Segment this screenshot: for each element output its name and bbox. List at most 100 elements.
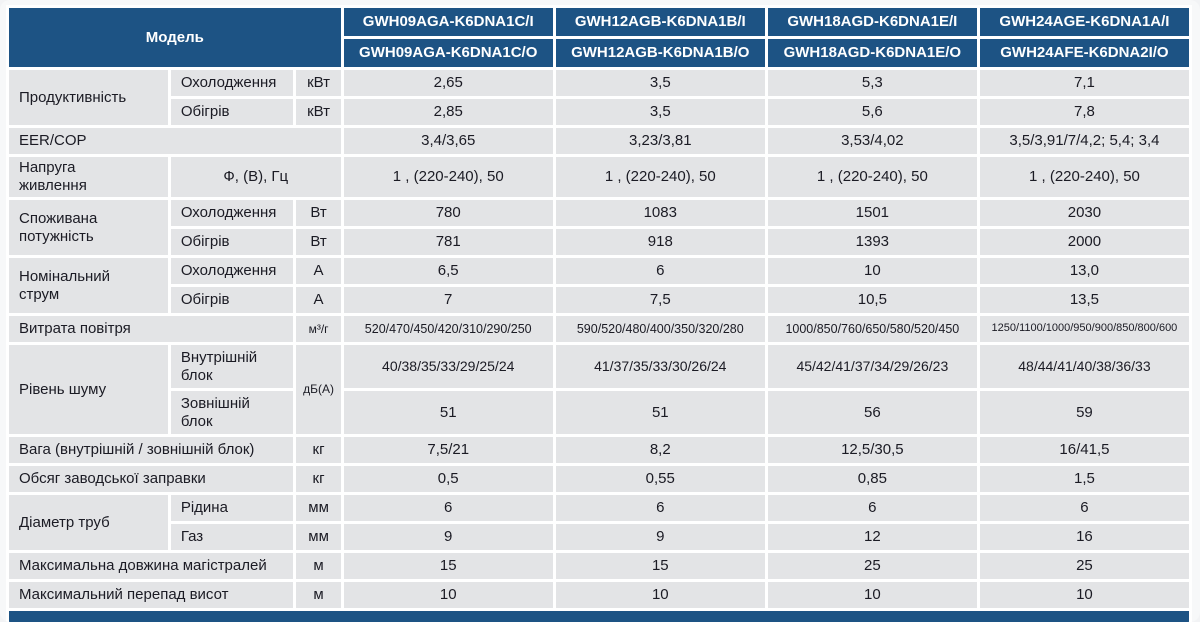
value-cell: 9 <box>343 524 553 550</box>
row-label-noise-level: Рівень шуму <box>9 345 168 434</box>
spec-table: Модель GWH09AGA-K6DNA1C/I GWH12AGB-K6DNA… <box>6 5 1192 622</box>
value-cell: 5,6 <box>767 99 977 125</box>
value-cell: 5,3 <box>767 70 977 96</box>
value-cell: 7,5 <box>555 287 765 313</box>
unit-cell: кг <box>296 466 341 492</box>
model-outdoor-4: GWH24AFE-K6DNA2I/O <box>979 39 1189 67</box>
value-cell: 3,23/3,81 <box>555 128 765 154</box>
unit-cell: кВт <box>296 99 341 125</box>
value-cell: 25 <box>767 553 977 579</box>
param-label: Охолодження <box>170 70 294 96</box>
value-cell: 6 <box>555 495 765 521</box>
table-row: Максимальна довжина магістралей м 15 15 … <box>9 553 1189 579</box>
table-header-row: GWH09AGA-K6DNA1C/O GWH12AGB-K6DNA1B/O GW… <box>9 39 1189 67</box>
param-label: Обігрів <box>170 287 294 313</box>
value-cell: 41/37/35/33/30/26/24 <box>555 345 765 388</box>
row-label-power-supply: Напруга живлення <box>9 157 168 197</box>
table-row: Продуктивність Охолодження кВт 2,65 3,5 … <box>9 70 1189 125</box>
table-row: Обігрів А 7 7,5 10,5 13,5 <box>9 287 1189 313</box>
value-cell: 3,5 <box>555 70 765 96</box>
value-cell: 9 <box>555 524 765 550</box>
value-cell: 13,5 <box>979 287 1189 313</box>
param-label: Внутрішній блок <box>170 345 294 388</box>
value-cell: 15 <box>343 553 553 579</box>
unit-cell: Ф, (В), Гц <box>170 157 341 197</box>
value-cell: 0,55 <box>555 466 765 492</box>
value-cell: 918 <box>555 229 765 255</box>
table-row: Споживана потужність Охолодження Вт 780 … <box>9 200 1189 255</box>
model-indoor-2: GWH12AGB-K6DNA1B/I <box>555 8 765 36</box>
value-cell: 781 <box>343 229 553 255</box>
value-cell: 7,1 <box>979 70 1189 96</box>
row-label-eer-cop: EER/COP <box>9 128 341 154</box>
table-row: Обігрів Вт 781 918 1393 2000 <box>9 229 1189 255</box>
table-row: Зовнішній блок 51 51 56 59 <box>9 391 1189 434</box>
unit-cell: А <box>296 258 341 284</box>
param-label-text: Внутрішній блок <box>180 348 258 384</box>
value-cell: 2000 <box>979 229 1189 255</box>
param-label: Охолодження <box>170 258 294 284</box>
value-cell: 10 <box>979 582 1189 608</box>
param-label: Зовнішній блок <box>170 391 294 434</box>
value-cell: 7,8 <box>979 99 1189 125</box>
row-label-max-pipe-length: Максимальна довжина магістралей <box>9 553 294 579</box>
unit-cell: дБ(А) <box>296 345 341 434</box>
table-row: Вага (внутрішній / зовнішній блок) кг 7,… <box>9 437 1189 463</box>
value-cell: 1 , (220-240), 50 <box>555 157 765 197</box>
row-label-max-height-diff: Максимальний перепад висот <box>9 582 294 608</box>
value-cell: 10,5 <box>767 287 977 313</box>
param-label: Охолодження <box>170 200 294 226</box>
value-cell: 48/44/41/40/38/36/33 <box>979 345 1189 388</box>
value-cell: 3,5/3,91/7/4,2; 5,4; 3,4 <box>979 128 1189 154</box>
row-label-text: Напруга живлення <box>19 159 87 194</box>
value-cell: 10 <box>767 582 977 608</box>
value-cell: 1501 <box>767 200 977 226</box>
unit-cell: м <box>296 582 341 608</box>
value-cell: 520/470/450/420/310/290/250 <box>343 316 553 342</box>
row-label-pipe-diameter: Діаметр труб <box>9 495 168 550</box>
value-cell: 7 <box>343 287 553 313</box>
row-label-rated-current: Номінальний струм <box>9 258 168 313</box>
value-cell: 3,4/3,65 <box>343 128 553 154</box>
row-label-capacity: Продуктивність <box>9 70 168 125</box>
row-label-weight: Вага (внутрішній / зовнішній блок) <box>9 437 294 463</box>
table-header-row: Модель GWH09AGA-K6DNA1C/I GWH12AGB-K6DNA… <box>9 8 1189 67</box>
table-row: Обігрів кВт 2,85 3,5 5,6 7,8 <box>9 99 1189 125</box>
value-cell: 15 <box>555 553 765 579</box>
value-cell: 16/41,5 <box>979 437 1189 463</box>
value-cell: 10 <box>767 258 977 284</box>
unit-cell: Вт <box>296 200 341 226</box>
row-label-text: Номінальний струм <box>19 267 111 303</box>
value-cell: 6,5 <box>343 258 553 284</box>
value-cell: 590/520/480/400/350/320/280 <box>555 316 765 342</box>
model-outdoor-2: GWH12AGB-K6DNA1B/O <box>555 39 765 67</box>
unit-cell: м³/г <box>296 316 341 342</box>
model-indoor-1: GWH09AGA-K6DNA1C/I <box>343 8 553 36</box>
value-cell: 13,0 <box>979 258 1189 284</box>
param-label: Обігрів <box>170 99 294 125</box>
unit-cell: кВт <box>296 70 341 96</box>
value-cell: 56 <box>767 391 977 434</box>
value-cell: 1083 <box>555 200 765 226</box>
unit-cell: кг <box>296 437 341 463</box>
table-row: Газ мм 9 9 12 16 <box>9 524 1189 550</box>
value-cell: 2030 <box>979 200 1189 226</box>
value-cell: 45/42/41/37/34/29/26/23 <box>767 345 977 388</box>
value-cell: 6 <box>979 495 1189 521</box>
value-cell: 6 <box>767 495 977 521</box>
param-label: Рідина <box>170 495 294 521</box>
unit-cell: мм <box>296 495 341 521</box>
value-cell: 16 <box>979 524 1189 550</box>
value-cell: 51 <box>555 391 765 434</box>
unit-cell: А <box>296 287 341 313</box>
value-cell: 2,85 <box>343 99 553 125</box>
table-row: Діаметр труб Рідина мм 6 6 6 6 <box>9 495 1189 550</box>
value-cell: 12,5/30,5 <box>767 437 977 463</box>
table-footer-row <box>9 611 1189 622</box>
table-row: Максимальний перепад висот м 10 10 10 10 <box>9 582 1189 608</box>
footer-bar <box>9 611 1189 622</box>
table-row: EER/COP 3,4/3,65 3,23/3,81 3,53/4,02 3,5… <box>9 128 1189 154</box>
value-cell: 6 <box>555 258 765 284</box>
model-outdoor-1: GWH09AGA-K6DNA1C/O <box>343 39 553 67</box>
value-cell: 51 <box>343 391 553 434</box>
